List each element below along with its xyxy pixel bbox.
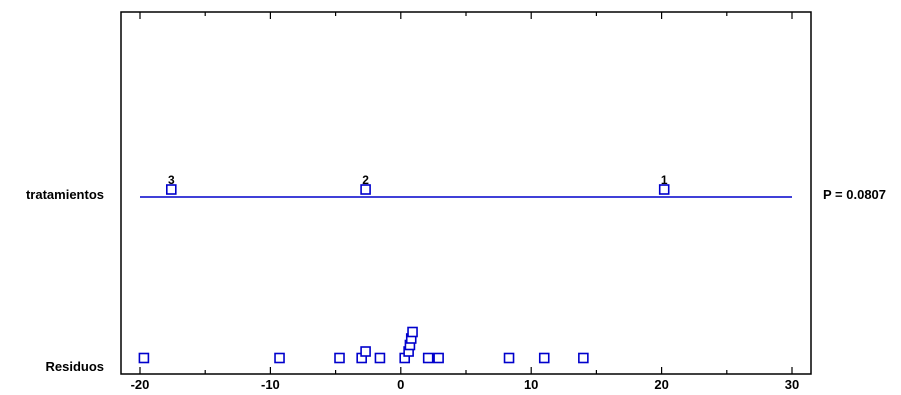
x-tick-label: 10	[524, 377, 538, 392]
residual-point	[578, 352, 589, 364]
residual-point	[274, 352, 285, 364]
x-tick-label: 30	[785, 377, 799, 392]
treatment-point-label: 3	[168, 173, 175, 187]
residual-points	[138, 326, 589, 364]
residual-point	[422, 352, 434, 364]
residual-point	[433, 352, 444, 364]
treatment-point	[658, 184, 670, 195]
x-tick-labels: -20 -10 0 10 20 30	[131, 377, 800, 392]
row-label-residuals: Residuos	[45, 359, 104, 374]
residual-point	[138, 352, 150, 364]
treatment-point	[360, 184, 371, 195]
treatment-points: 3 2 1	[165, 173, 670, 195]
residual-point	[334, 352, 345, 364]
x-tick-label: 20	[654, 377, 668, 392]
p-value-label: P = 0.0807	[823, 187, 886, 202]
x-tick-label: -20	[131, 377, 150, 392]
plot-frame	[120, 11, 812, 375]
row-label-treatments: tratamientos	[26, 187, 104, 202]
treatment-point-label: 1	[661, 173, 668, 187]
treatment-point	[165, 184, 177, 195]
x-tick-label: -10	[261, 377, 280, 392]
x-tick-label: 0	[397, 377, 404, 392]
residual-point	[360, 346, 371, 357]
residual-point	[407, 326, 418, 338]
residual-point	[503, 352, 515, 364]
top-ticks	[139, 12, 793, 19]
bottom-ticks	[139, 367, 793, 374]
treatment-point-label: 2	[362, 173, 369, 187]
residual-point	[374, 352, 386, 364]
residual-point	[538, 352, 550, 364]
